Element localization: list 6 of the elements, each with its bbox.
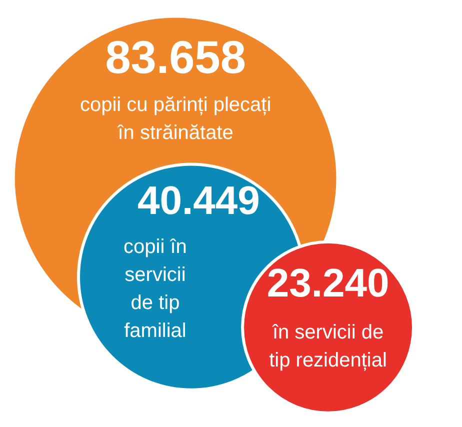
category-label: copii cu părinți plecați în străinătate (80, 94, 272, 144)
category-label: copii în servicii de tip familial (124, 236, 187, 342)
category-label: în servicii de tip rezidențial (269, 322, 387, 372)
data-label: 40.449 (137, 179, 260, 224)
data-label: 23.240 (266, 262, 390, 306)
data-label: 83.658 (105, 30, 246, 83)
